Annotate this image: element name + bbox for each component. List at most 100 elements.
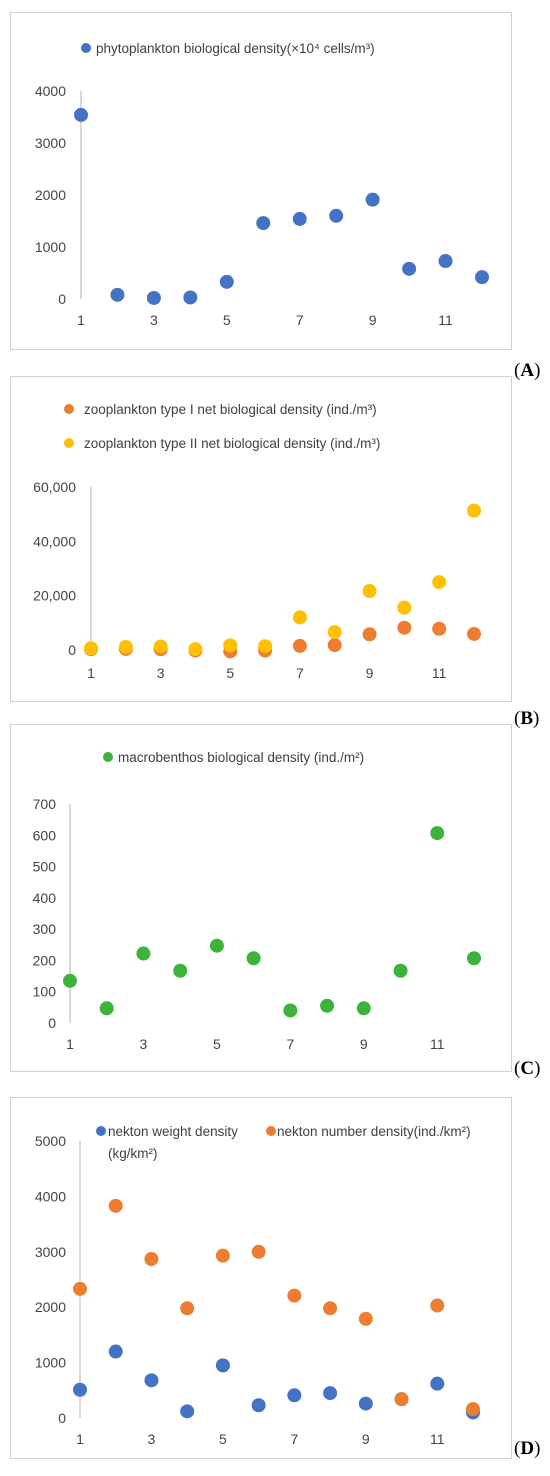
data-point-2 — [327, 625, 342, 640]
x-tick-label: 11 — [432, 665, 447, 681]
data-point-2 — [432, 575, 447, 590]
data-point-2 — [287, 1288, 302, 1303]
x-tick-label: 3 — [150, 312, 158, 328]
panel-tag-d: (D) — [514, 1438, 541, 1459]
x-tick-label: 5 — [219, 1431, 227, 1447]
data-point-1 — [215, 1358, 230, 1373]
data-point-1 — [209, 938, 224, 953]
legend-label: nekton number density(ind./km²) — [277, 1124, 471, 1139]
data-point-2 — [223, 638, 238, 653]
chart-panel-d: 0 1000 2000 3000 4000 5000 1 3 5 7 9 11 nekton weigh… — [10, 1097, 512, 1459]
legend-label: phytoplankton biological density(×10⁴ ce… — [96, 41, 375, 56]
data-point-1 — [432, 621, 447, 636]
x-tick-label: 7 — [296, 312, 304, 328]
x-tick-label: 9 — [362, 1431, 370, 1447]
y-tick-label: 5000 — [35, 1133, 66, 1149]
data-point-2 — [362, 584, 377, 599]
panel-tag-c: (C) — [514, 1058, 541, 1079]
y-tick-label: 300 — [33, 921, 57, 937]
data-point-1 — [283, 1003, 298, 1018]
data-point-2 — [180, 1301, 195, 1316]
data-point-2 — [215, 1248, 230, 1263]
x-tick-label: 3 — [157, 665, 165, 681]
data-point-1 — [358, 1396, 373, 1411]
y-tick-label: 500 — [33, 859, 57, 875]
data-point-1 — [136, 946, 151, 961]
panel-tag-a: (A) — [514, 360, 541, 381]
x-tick-label: 1 — [76, 1431, 84, 1447]
y-tick-label: 2000 — [35, 187, 66, 203]
data-point-1 — [144, 1373, 159, 1388]
chart-panel-c: 0 100 200 300 400 500 600 700 1 3 5 7 9 11 macrobentho… — [10, 724, 512, 1072]
data-point-1 — [287, 1388, 302, 1403]
x-tick-label: 1 — [77, 312, 85, 328]
y-tick-label: 200 — [33, 952, 57, 968]
data-point-1 — [99, 1001, 114, 1016]
x-tick-label: 3 — [148, 1431, 156, 1447]
data-point-1 — [256, 216, 271, 231]
legend-label: macrobenthos biological density (ind./m²… — [118, 750, 364, 765]
legend-label: zooplankton type I net biological densit… — [84, 402, 377, 417]
data-point-1 — [292, 211, 307, 226]
x-tick-label: 11 — [430, 1431, 445, 1447]
data-point-1 — [393, 963, 408, 978]
data-point-2 — [323, 1301, 338, 1316]
x-tick-label: 7 — [286, 1036, 294, 1052]
data-point-1 — [467, 951, 481, 966]
panel-tag-b: (B) — [514, 708, 540, 729]
data-point-1 — [180, 1404, 195, 1419]
x-tick-label: 9 — [369, 312, 377, 328]
data-point-1 — [183, 290, 198, 305]
data-point-1 — [430, 826, 445, 841]
data-point-1 — [292, 638, 307, 653]
x-tick-label: 1 — [66, 1036, 74, 1052]
y-tick-label: 40,000 — [33, 533, 76, 549]
data-point-2 — [108, 1198, 123, 1213]
y-tick-label: 2000 — [35, 1299, 66, 1315]
data-point-2 — [144, 1252, 159, 1267]
data-point-2 — [394, 1392, 409, 1407]
y-tick-label: 20,000 — [33, 588, 76, 604]
data-point-1 — [219, 274, 234, 289]
data-point-2 — [430, 1298, 445, 1313]
data-point-2 — [397, 600, 412, 615]
data-point-1 — [356, 1001, 371, 1016]
legend-marker — [103, 752, 113, 762]
data-point-1 — [173, 963, 188, 978]
data-point-1 — [74, 107, 88, 122]
x-tick-label: 5 — [223, 312, 231, 328]
x-tick-label: 1 — [87, 665, 95, 681]
chart-b: 0 20,000 40,000 60,000 1 3 5 7 9 11 zooplankton ty… — [33, 402, 481, 681]
data-point-1 — [438, 254, 453, 269]
y-tick-label: 400 — [33, 890, 57, 906]
x-tick-label: 11 — [438, 312, 453, 328]
legend-label-line2: (kg/km²) — [108, 1146, 158, 1161]
y-tick-label: 3000 — [35, 135, 66, 151]
data-point-1 — [327, 638, 342, 653]
x-tick-label: 9 — [360, 1036, 368, 1052]
x-tick-label: 9 — [366, 665, 374, 681]
y-tick-label: 100 — [33, 984, 57, 1000]
data-point-1 — [362, 627, 377, 642]
x-tick-label: 7 — [290, 1431, 298, 1447]
legend-label: nekton weight density — [108, 1124, 238, 1139]
y-tick-label: 700 — [33, 796, 57, 812]
chart-c: 0 100 200 300 400 500 600 700 1 3 5 7 9 11 macrobentho… — [33, 750, 481, 1052]
data-point-1 — [63, 973, 77, 988]
data-point-1 — [251, 1398, 266, 1413]
data-point-2 — [358, 1311, 373, 1326]
data-point-1 — [365, 192, 380, 207]
y-tick-label: 1000 — [35, 239, 66, 255]
data-point-1 — [475, 270, 489, 285]
legend-marker — [64, 438, 74, 448]
data-point-1 — [397, 620, 412, 635]
data-point-2 — [153, 639, 168, 654]
data-point-1 — [402, 261, 417, 276]
data-point-2 — [251, 1244, 266, 1259]
legend-marker — [96, 1126, 106, 1136]
data-point-2 — [467, 503, 481, 518]
data-point-2 — [188, 642, 203, 657]
chart-panel-b: 0 20,000 40,000 60,000 1 3 5 7 9 11 zooplankton ty… — [10, 376, 512, 702]
y-tick-label: 0 — [58, 291, 66, 307]
data-point-2 — [258, 639, 273, 654]
